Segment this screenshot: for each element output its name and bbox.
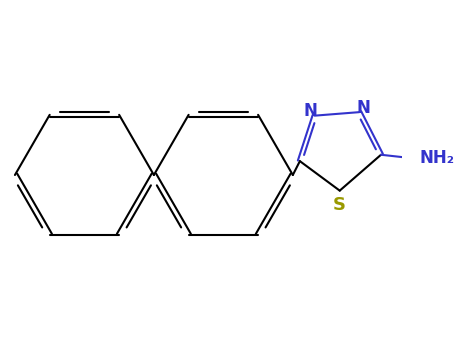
Text: N: N (357, 99, 370, 117)
Text: S: S (333, 196, 346, 214)
Text: N: N (303, 102, 317, 120)
Text: NH₂: NH₂ (419, 149, 454, 167)
